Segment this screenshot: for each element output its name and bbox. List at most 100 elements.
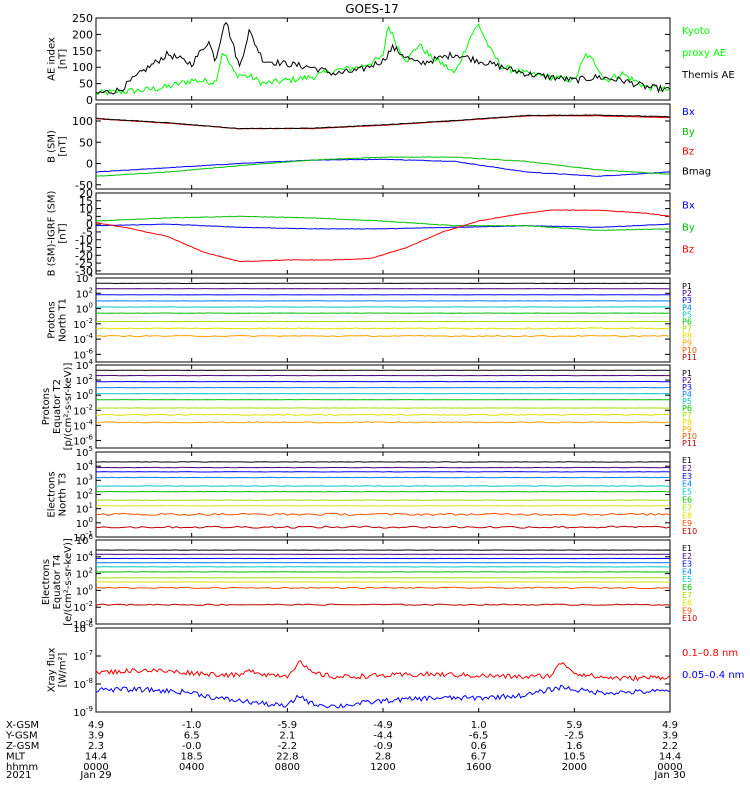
- ephemeris-value: 0800: [275, 762, 300, 773]
- ephemeris-value: 2.2: [662, 741, 678, 752]
- flux-level-line: [96, 604, 670, 605]
- y-axis-label: [nT]: [58, 136, 69, 156]
- panel-frame: [96, 278, 670, 362]
- ephemeris-value: 14.4: [85, 752, 107, 763]
- legend-entry: Bx: [682, 107, 695, 118]
- y-tick-label: 100: [76, 516, 93, 530]
- legend-entry: E10: [682, 614, 697, 623]
- ephemeris-value: 2.3: [88, 741, 104, 752]
- plot-title: GOES-17: [345, 2, 399, 16]
- legend-entry: By: [682, 223, 695, 234]
- series-line: [96, 116, 670, 129]
- legend-entry: Bmag: [682, 166, 711, 177]
- legend-entry: 0.1–0.8 nm: [682, 648, 738, 659]
- ephemeris-value: 1.6: [566, 741, 582, 752]
- ephemeris-value: 2000: [562, 762, 587, 773]
- y-axis-label: Protons: [47, 301, 58, 338]
- ephemeris-value: 1600: [466, 762, 491, 773]
- y-axis-label: North T3: [58, 473, 69, 517]
- panel-frame: [96, 193, 670, 274]
- ephemeris-value: 1200: [370, 762, 395, 773]
- legend-entry: Bx: [682, 201, 695, 212]
- flux-level-line: [96, 328, 670, 329]
- ephemeris-value: 3.9: [662, 731, 678, 742]
- legend-entry: 0.05–0.4 nm: [682, 670, 744, 681]
- year-label: 2021: [6, 770, 31, 781]
- series-line: [96, 685, 670, 708]
- flux-level-line: [96, 414, 670, 415]
- legend-entry: Kyoto: [682, 26, 710, 37]
- y-tick-label: 10-2: [73, 600, 93, 614]
- ephemeris-value: -0.0: [182, 741, 202, 752]
- ephemeris-value: -4.4: [373, 731, 393, 742]
- y-tick-label: 104: [76, 358, 94, 372]
- legend-entry: E10: [682, 527, 697, 536]
- ephemeris-value: 10.5: [563, 752, 585, 763]
- y-axis-label: [nT]: [58, 223, 69, 243]
- y-axis-label: Protons: [41, 388, 52, 425]
- legend-entry: P11: [682, 353, 697, 362]
- panel-frame: [96, 104, 670, 189]
- ephemeris-row-label: Y-GSM: [5, 731, 38, 742]
- ephemeris-row-label: Z-GSM: [6, 741, 39, 752]
- y-tick-label: 106: [76, 533, 94, 547]
- panel-frame: [96, 365, 670, 448]
- series-line: [96, 224, 670, 229]
- y-tick-label: 100: [72, 115, 93, 128]
- ephemeris-value: 0.6: [471, 741, 487, 752]
- ephemeris-value: 5.9: [566, 720, 582, 731]
- ephemeris-value: -0.9: [373, 741, 393, 752]
- y-tick-label: 50: [79, 78, 93, 91]
- y-axis-label: Electrons: [47, 471, 58, 517]
- y-tick-label: 50: [79, 136, 93, 149]
- y-axis-label: B (SM)-IGRF (SM): [47, 191, 58, 277]
- y-tick-label: 103: [76, 473, 93, 487]
- y-tick-label: 100: [76, 583, 93, 597]
- y-tick-label: 102: [76, 488, 93, 502]
- ephemeris-value: 4.9: [88, 720, 104, 731]
- y-tick-label: 10-7: [73, 649, 93, 663]
- ephemeris-row-label: X-GSM: [6, 720, 39, 731]
- legend-entry: P11: [682, 439, 697, 448]
- y-axis-label: B (SM): [47, 130, 58, 163]
- y-tick-label: 0: [86, 158, 93, 171]
- ephemeris-value: 6.5: [184, 731, 200, 742]
- ephemeris-value: 2.1: [279, 731, 295, 742]
- y-tick-label: 150: [72, 45, 93, 58]
- y-tick-label: 20: [79, 187, 93, 200]
- y-tick-label: 10-4: [73, 332, 93, 346]
- y-axis-label: [nT]: [58, 49, 69, 69]
- y-tick-label: 100: [76, 388, 93, 402]
- y-tick-label: 100: [76, 302, 93, 316]
- y-axis-label: Equator T4: [52, 555, 63, 610]
- panel-frame: [96, 452, 670, 537]
- y-tick-label: 104: [76, 271, 94, 285]
- y-tick-label: 10-4: [73, 418, 93, 432]
- y-tick-label: 200: [72, 28, 93, 41]
- ephemeris-value: -5.9: [278, 720, 298, 731]
- ephemeris-value: -2.2: [278, 741, 298, 752]
- legend-entry: By: [682, 127, 695, 138]
- y-tick-label: 102: [76, 286, 93, 300]
- y-tick-label: 10-2: [73, 317, 93, 331]
- ephemeris-value: 18.5: [181, 752, 203, 763]
- ephemeris-value: 22.8: [276, 752, 298, 763]
- end-date-label: Jan 30: [653, 770, 685, 781]
- ephemeris-value: -4.9: [373, 720, 393, 731]
- ephemeris-value: 6.7: [471, 752, 487, 763]
- y-axis-label: AE index: [47, 37, 58, 81]
- ephemeris-value: 2.8: [375, 752, 391, 763]
- ephemeris-value: 4.9: [662, 720, 678, 731]
- series-line: [96, 661, 670, 681]
- y-tick-label: 0: [86, 94, 93, 107]
- flux-level-line: [96, 587, 670, 588]
